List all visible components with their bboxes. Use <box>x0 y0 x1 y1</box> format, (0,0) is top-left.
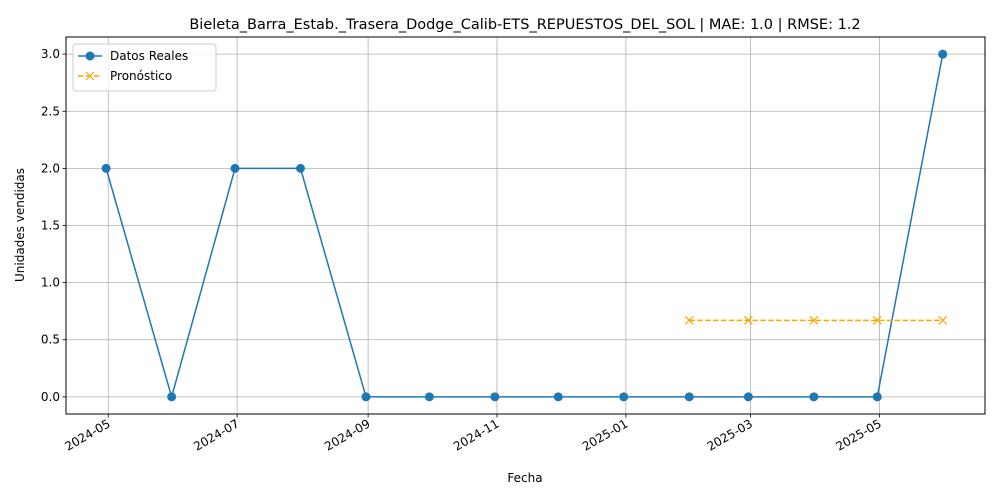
data-point <box>743 392 753 402</box>
data-point <box>424 392 434 402</box>
data-point <box>553 392 563 402</box>
data-point <box>809 392 819 402</box>
x-axis-label: Fecha <box>507 471 542 485</box>
legend-box <box>72 43 217 92</box>
legend: Datos Reales Pronóstico <box>72 43 217 92</box>
data-point <box>872 392 882 402</box>
series-line <box>105 53 944 400</box>
y-tick-label: 1.5 <box>41 219 60 233</box>
legend-marker <box>85 51 95 61</box>
legend-item: Datos Reales <box>78 49 188 63</box>
data-point <box>938 49 948 59</box>
y-tick-label: 3.0 <box>41 47 60 61</box>
data-point <box>743 315 753 325</box>
plot-series <box>101 49 948 402</box>
data-point <box>619 392 629 402</box>
y-tick-label: 0.0 <box>41 390 60 404</box>
y-tick-label: 0.5 <box>41 333 60 347</box>
legend-item: Pronóstico <box>78 69 172 83</box>
data-point <box>167 392 177 402</box>
data-point <box>361 392 371 402</box>
data-point <box>490 392 500 402</box>
data-point <box>872 315 882 325</box>
y-axis-label: Unidades vendidas <box>13 168 27 282</box>
y-axis: 0.0 0.5 1.0 1.5 2.0 2.5 3.0 <box>41 47 66 404</box>
chart-title: Bieleta_Barra_Estab._Trasera_Dodge_Calib… <box>189 17 860 33</box>
data-point <box>684 392 694 402</box>
data-point <box>296 163 306 173</box>
y-tick-label: 2.0 <box>41 161 60 175</box>
y-tick-label: 2.5 <box>41 104 60 118</box>
data-point <box>938 315 948 325</box>
series-forecast <box>684 315 948 325</box>
data-point <box>230 163 240 173</box>
y-tick-label: 1.0 <box>41 276 60 290</box>
legend-label: Pronóstico <box>110 69 172 83</box>
data-point <box>101 163 111 173</box>
series-actual <box>101 49 948 402</box>
legend-label: Datos Reales <box>110 49 188 63</box>
data-point <box>809 315 819 325</box>
data-point <box>684 315 694 325</box>
legend-marker <box>85 71 95 81</box>
